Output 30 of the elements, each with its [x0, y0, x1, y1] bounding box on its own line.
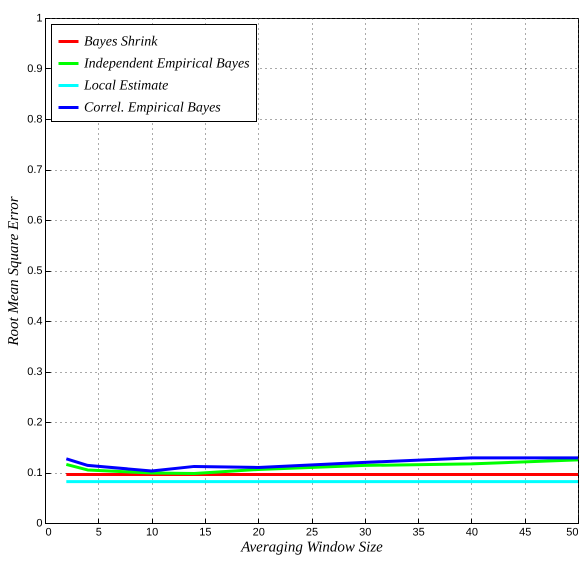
- x-tick-label: 10: [146, 526, 158, 538]
- legend-label: Correl. Empirical Bayes: [84, 100, 222, 116]
- y-tick-label: 0.4: [27, 316, 42, 328]
- y-tick-label: 0: [36, 518, 42, 530]
- line-series: [64, 458, 580, 476]
- y-tick-label: 0.6: [27, 214, 42, 226]
- legend-label: Bayes Shrink: [84, 34, 158, 50]
- y-tick-label: 0.1: [27, 467, 42, 479]
- line-series: [64, 456, 580, 472]
- x-tick-label: 50: [566, 526, 578, 538]
- y-tick-label: 0.3: [27, 366, 42, 378]
- x-tick-label: 40: [466, 526, 478, 538]
- x-tick-label: 5: [96, 526, 102, 538]
- y-tick-label: 0.8: [27, 114, 42, 126]
- x-tick-label: 0: [46, 526, 52, 538]
- x-tick-label: 35: [412, 526, 425, 538]
- y-axis-title: Root Mean Square Error: [6, 196, 22, 347]
- x-tick-label: 25: [306, 526, 318, 538]
- y-tick-label: 1: [36, 12, 42, 24]
- x-axis-title: Averaging Window Size: [240, 540, 384, 556]
- x-tick-label: 30: [359, 526, 372, 538]
- x-tick-label: 15: [199, 526, 212, 538]
- y-tick-label: 0.5: [27, 265, 42, 277]
- y-tick-label: 0.2: [27, 416, 42, 428]
- x-tick-label: 45: [519, 526, 532, 538]
- legend-label: Independent Empirical Bayes: [83, 56, 250, 72]
- legend-label: Local Estimate: [83, 78, 168, 94]
- x-tick-label: 20: [252, 526, 265, 538]
- y-tick-label: 0.7: [27, 164, 42, 176]
- y-tick-label: 0.9: [27, 63, 42, 75]
